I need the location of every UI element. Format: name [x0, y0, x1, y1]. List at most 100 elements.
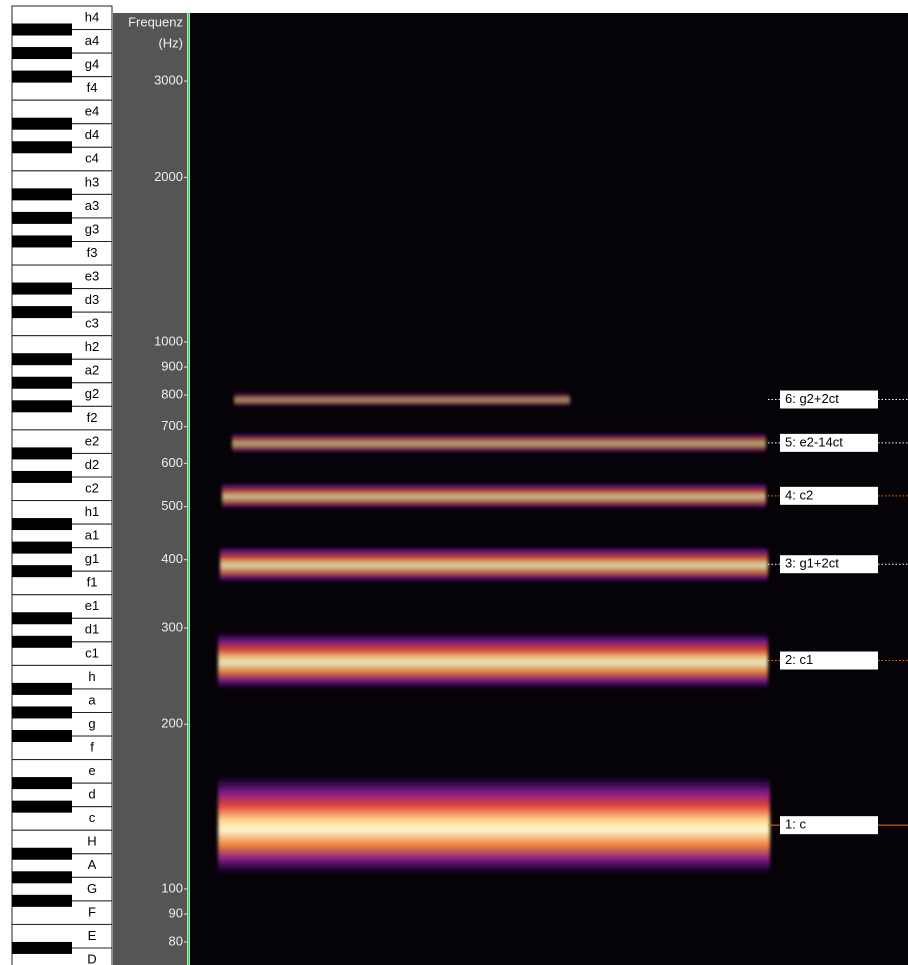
- key-label: h2: [85, 339, 99, 354]
- black-key: [12, 447, 72, 459]
- harmonic-band: [222, 483, 766, 509]
- tick-label: 1000: [154, 333, 183, 348]
- key-label: h: [88, 669, 95, 684]
- key-label: g3: [85, 221, 99, 236]
- harmonic-label: 3: g1+2ct: [785, 556, 839, 571]
- black-key: [12, 942, 72, 954]
- black-key: [12, 235, 72, 247]
- axis-title: Frequenz: [128, 14, 183, 29]
- harmonic-band: [234, 392, 570, 406]
- tick-label: 3000: [154, 72, 183, 87]
- key-label: d: [88, 787, 95, 802]
- key-label: c2: [85, 480, 99, 495]
- tick-label: 400: [161, 551, 183, 566]
- key-label: c1: [85, 645, 99, 660]
- black-key: [12, 47, 72, 59]
- tick-label: 100: [161, 880, 183, 895]
- black-key: [12, 212, 72, 224]
- tick-label: 2000: [154, 169, 183, 184]
- black-key: [12, 71, 72, 83]
- tick-label: 500: [161, 498, 183, 513]
- key-label: f2: [87, 410, 98, 425]
- black-key: [12, 24, 72, 36]
- black-key: [12, 188, 72, 200]
- harmonic-band: [218, 777, 770, 873]
- key-label: g4: [85, 57, 99, 72]
- key-label: d1: [85, 622, 99, 637]
- black-key: [12, 848, 72, 860]
- black-key: [12, 636, 72, 648]
- black-key: [12, 871, 72, 883]
- key-label: A: [88, 857, 97, 872]
- key-label: h3: [85, 174, 99, 189]
- tick-label: 80: [169, 933, 183, 948]
- tick-label: 600: [161, 455, 183, 470]
- tick-label: 200: [161, 716, 183, 731]
- black-key: [12, 565, 72, 577]
- key-label: e1: [85, 598, 99, 613]
- black-key: [12, 353, 72, 365]
- black-key: [12, 730, 72, 742]
- key-label: E: [88, 928, 97, 943]
- tick-label: 800: [161, 386, 183, 401]
- key-label: a1: [85, 528, 99, 543]
- harmonic-band: [220, 546, 768, 582]
- black-key: [12, 471, 72, 483]
- key-label: G: [87, 881, 97, 896]
- key-label: f3: [87, 245, 98, 260]
- black-key: [12, 518, 72, 530]
- harmonic-band: [232, 433, 766, 453]
- black-key: [12, 777, 72, 789]
- key-label: H: [87, 834, 96, 849]
- harmonic-label: 2: c1: [785, 652, 813, 667]
- black-key: [12, 118, 72, 130]
- key-label: a3: [85, 198, 99, 213]
- key-label: g2: [85, 386, 99, 401]
- tick-label: 300: [161, 619, 183, 634]
- black-key: [12, 895, 72, 907]
- harmonic-label: 5: e2-14ct: [785, 434, 843, 449]
- key-label: g1: [85, 551, 99, 566]
- key-label: D: [87, 951, 96, 965]
- key-label: h4: [85, 9, 99, 24]
- key-label: F: [88, 904, 96, 919]
- key-label: g: [88, 716, 95, 731]
- key-label: d4: [85, 127, 99, 142]
- harmonic-label: 4: c2: [785, 487, 813, 502]
- key-label: f4: [87, 80, 98, 95]
- key-label: f: [90, 739, 94, 754]
- black-key: [12, 542, 72, 554]
- key-label: e2: [85, 433, 99, 448]
- black-key: [12, 306, 72, 318]
- piano: h4a4g4f4e4d4c4h3a3g3f3e3d3c3h2a2g2f2e2d2…: [12, 6, 112, 965]
- black-key: [12, 706, 72, 718]
- tick-label: 90: [169, 905, 183, 920]
- black-key: [12, 377, 72, 389]
- black-key: [12, 683, 72, 695]
- harmonic-label: 1: c: [785, 817, 806, 832]
- black-key: [12, 400, 72, 412]
- key-label: c3: [85, 316, 99, 331]
- axis-title: (Hz): [158, 35, 183, 50]
- key-label: e4: [85, 104, 99, 119]
- spectrogram-view: Frequenz (Hz) h4a4g4f4e4d4c4h3a3g3f3e3d3…: [0, 0, 908, 965]
- key-label: a2: [85, 363, 99, 378]
- key-label: h1: [85, 504, 99, 519]
- tick-label: 700: [161, 418, 183, 433]
- key-label: d3: [85, 292, 99, 307]
- key-label: c: [89, 810, 96, 825]
- harmonic-label: 6: g2+2ct: [785, 391, 839, 406]
- key-label: e: [88, 763, 95, 778]
- harmonic-band: [218, 633, 768, 689]
- key-label: f1: [87, 575, 98, 590]
- axis-panel: [113, 13, 187, 965]
- black-key: [12, 141, 72, 153]
- key-label: a4: [85, 33, 99, 48]
- black-key: [12, 801, 72, 813]
- key-label: d2: [85, 457, 99, 472]
- black-key: [12, 612, 72, 624]
- key-label: e3: [85, 268, 99, 283]
- black-key: [12, 283, 72, 295]
- key-label: a: [88, 692, 96, 707]
- tick-label: 900: [161, 358, 183, 373]
